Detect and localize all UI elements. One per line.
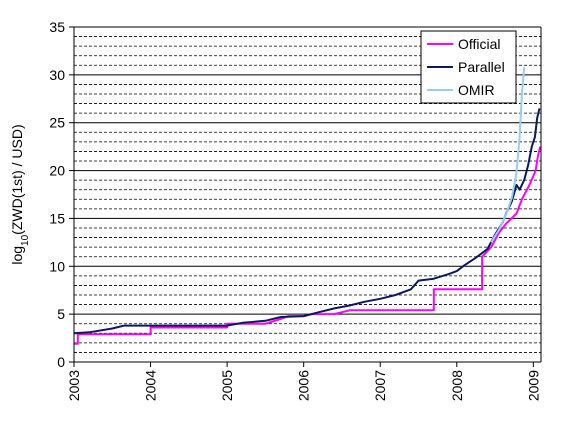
legend-label-official: Official [458,36,501,52]
x-tick-label: 2007 [372,370,388,401]
x-tick-label: 2003 [66,370,82,401]
y-tick-label: 30 [49,67,65,83]
y-axis-label: log10(ZWD(1st) / USD) [9,124,31,264]
series-line-omir [490,67,526,243]
legend-label-parallel: Parallel [458,59,505,75]
y-tick-label: 0 [57,354,65,370]
axes [73,26,542,363]
y-tick-label: 10 [49,258,65,274]
y-tick-label: 20 [49,163,65,179]
legend: Official Parallel OMIR [420,30,517,104]
x-tick-label: 2004 [143,370,159,401]
y-label-rest: (ZWD(1st) / USD) [9,124,25,234]
series-line-parallel [73,108,541,335]
y-label-main: log [9,246,25,265]
y-tick-labels: 0 5 10 15 20 25 30 35 [49,19,74,370]
y-tick-label: 15 [49,210,65,226]
y-tick-label: 5 [57,306,65,322]
y-tick-label: 35 [49,19,65,35]
y-tick-label: 25 [49,115,65,131]
series-lines [73,67,542,345]
x-tick-labels: 2003 2004 2005 2006 2007 2008 2009 [66,362,541,401]
x-tick-label: 2008 [449,370,465,401]
y-label-subscript: 10 [20,234,31,246]
series-line-official [74,146,542,345]
x-tick-label: 2006 [296,370,312,401]
x-tick-label: 2009 [525,370,541,401]
grid-lines [74,36,541,353]
x-tick-label: 2005 [219,370,235,401]
legend-label-omir: OMIR [458,82,495,98]
